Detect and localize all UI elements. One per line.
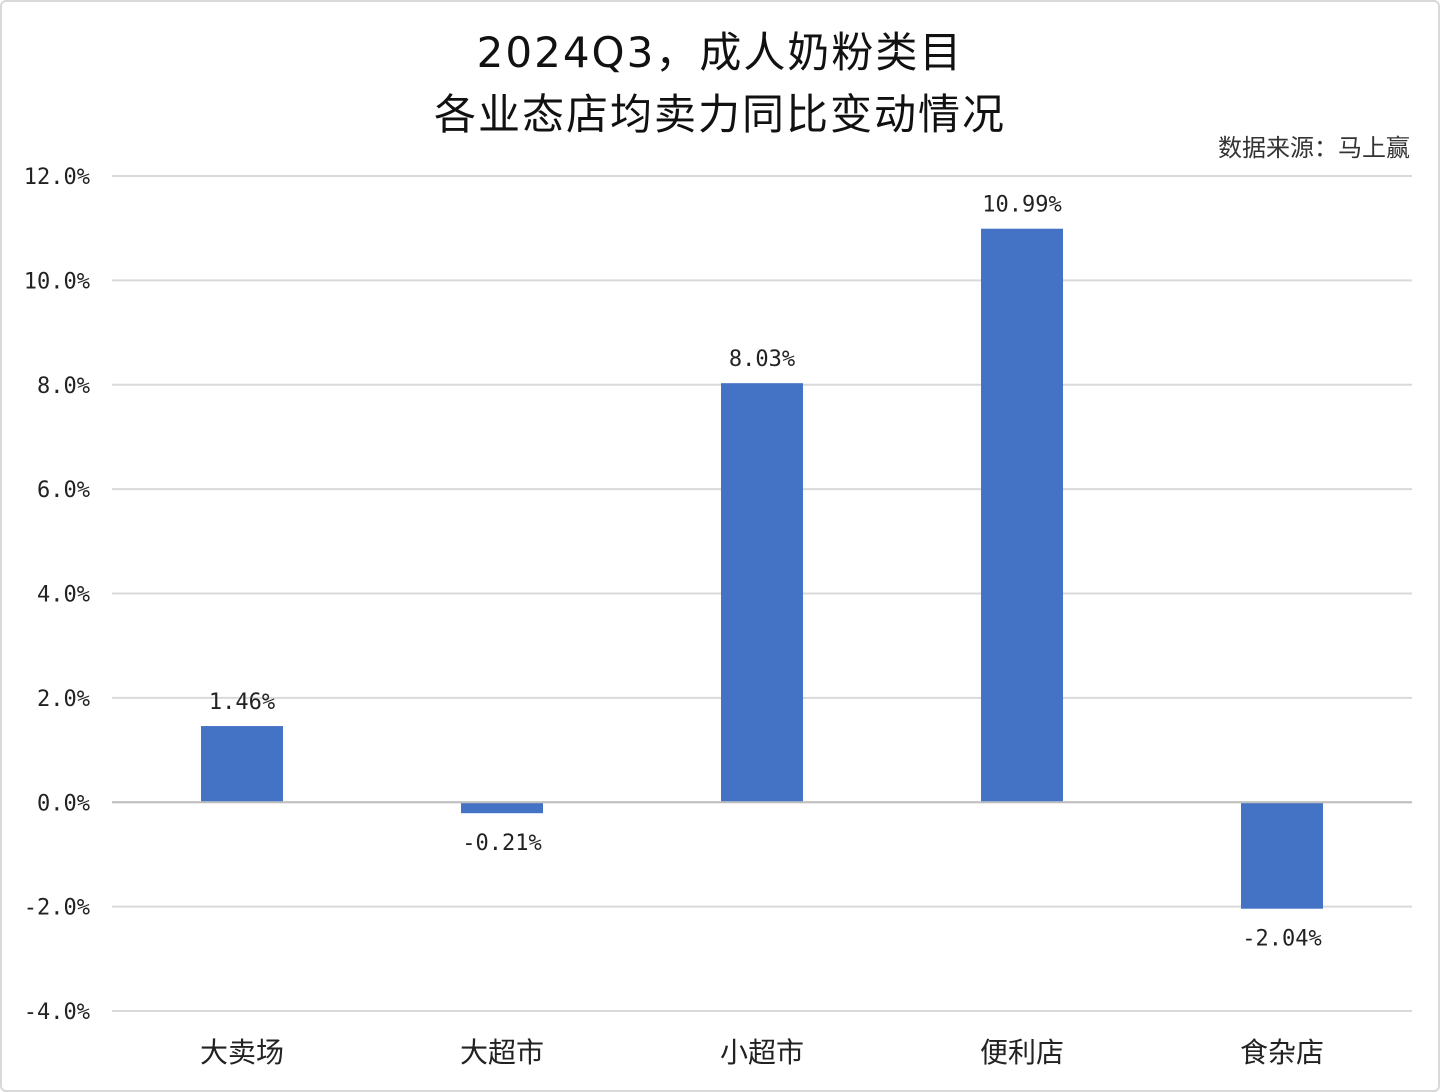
bar xyxy=(1241,802,1323,909)
y-tick-label: 10.0% xyxy=(24,269,90,294)
data-label: -0.21% xyxy=(462,831,541,856)
x-category-label: 便利店 xyxy=(980,1036,1064,1069)
x-category-label: 大超市 xyxy=(460,1036,544,1069)
chart-title-line1: 2024Q3，成人奶粉类目 xyxy=(476,28,964,77)
data-label: 1.46% xyxy=(209,690,275,715)
y-tick-label: 2.0% xyxy=(37,687,90,712)
data-label: 8.03% xyxy=(729,347,795,372)
y-tick-label: -2.0% xyxy=(24,896,90,921)
chart-title-line2: 各业态店均卖力同比变动情况 xyxy=(433,90,1006,139)
y-tick-label: 8.0% xyxy=(37,374,90,399)
bar xyxy=(981,228,1063,803)
chart-title: 2024Q3，成人奶粉类目 各业态店均卖力同比变动情况 xyxy=(0,22,1440,146)
data-label: 10.99% xyxy=(982,193,1061,218)
y-tick-label: 6.0% xyxy=(37,478,90,503)
bar xyxy=(201,726,283,803)
bar xyxy=(461,802,543,814)
data-source-note: 数据来源：马上赢 xyxy=(1218,134,1410,162)
x-category-label: 大卖场 xyxy=(200,1036,284,1069)
y-tick-label: 4.0% xyxy=(37,583,90,608)
x-category-label: 小超市 xyxy=(720,1036,804,1069)
y-tick-label: -4.0% xyxy=(24,1000,90,1025)
y-tick-label: 0.0% xyxy=(37,791,90,816)
y-tick-label: 12.0% xyxy=(24,165,90,190)
data-label: -2.04% xyxy=(1242,927,1321,952)
bar xyxy=(721,383,803,803)
x-category-label: 食杂店 xyxy=(1240,1036,1324,1069)
